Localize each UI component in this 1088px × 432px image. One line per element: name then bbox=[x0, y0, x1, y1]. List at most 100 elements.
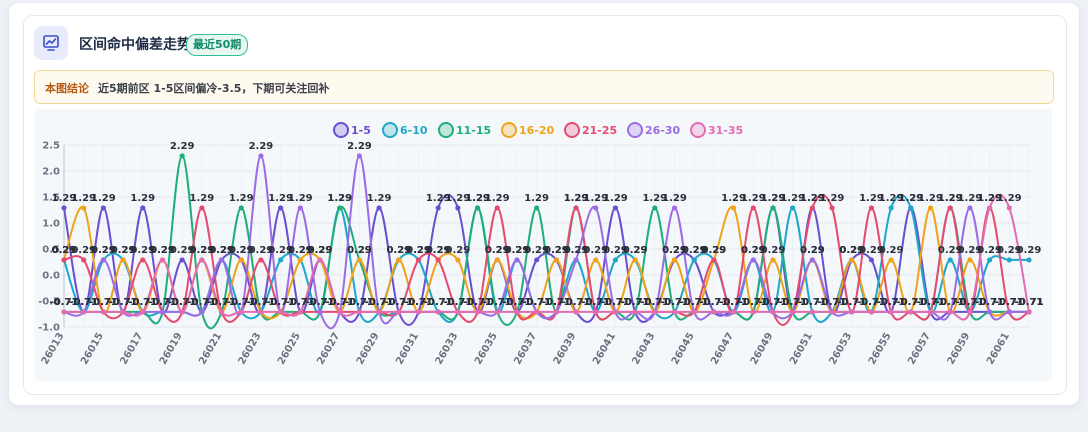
data-point[interactable] bbox=[415, 257, 422, 263]
data-point[interactable] bbox=[593, 309, 599, 315]
legend-item-21-25[interactable]: 21-25 bbox=[564, 122, 617, 138]
data-point[interactable] bbox=[376, 309, 382, 315]
data-point[interactable] bbox=[829, 205, 835, 211]
data-point[interactable] bbox=[140, 205, 146, 211]
data-point[interactable] bbox=[750, 309, 756, 315]
data-point[interactable] bbox=[730, 309, 737, 315]
data-point[interactable] bbox=[671, 205, 678, 211]
data-point[interactable] bbox=[947, 205, 953, 211]
data-point[interactable] bbox=[927, 205, 934, 211]
data-point[interactable] bbox=[750, 205, 756, 211]
data-point[interactable] bbox=[593, 205, 599, 211]
data-point[interactable] bbox=[474, 205, 481, 211]
data-point[interactable] bbox=[967, 309, 973, 315]
data-point[interactable] bbox=[278, 257, 284, 263]
data-point[interactable] bbox=[671, 309, 678, 315]
data-point[interactable] bbox=[238, 309, 244, 315]
data-point[interactable] bbox=[140, 257, 146, 263]
data-point[interactable] bbox=[711, 309, 717, 315]
data-point[interactable] bbox=[100, 257, 106, 263]
data-point[interactable] bbox=[100, 309, 106, 315]
data-point[interactable] bbox=[652, 205, 658, 211]
data-point[interactable] bbox=[770, 309, 776, 315]
data-point[interactable] bbox=[455, 257, 461, 263]
data-point[interactable] bbox=[435, 205, 441, 211]
data-point[interactable] bbox=[356, 309, 363, 315]
data-point[interactable] bbox=[1026, 309, 1032, 315]
data-point[interactable] bbox=[337, 205, 343, 211]
data-point[interactable] bbox=[199, 309, 205, 315]
data-point[interactable] bbox=[238, 205, 244, 211]
data-point[interactable] bbox=[809, 257, 815, 263]
data-point[interactable] bbox=[455, 309, 461, 315]
data-point[interactable] bbox=[81, 309, 87, 315]
data-point[interactable] bbox=[514, 309, 520, 315]
data-point[interactable] bbox=[868, 205, 875, 211]
data-point[interactable] bbox=[632, 309, 638, 315]
data-point[interactable] bbox=[1006, 309, 1012, 315]
data-point[interactable] bbox=[297, 257, 303, 263]
data-point[interactable] bbox=[179, 153, 185, 159]
data-point[interactable] bbox=[573, 257, 579, 263]
data-point[interactable] bbox=[179, 257, 185, 263]
data-point[interactable] bbox=[593, 257, 599, 263]
data-point[interactable] bbox=[278, 309, 284, 315]
data-point[interactable] bbox=[967, 205, 973, 211]
data-point[interactable] bbox=[947, 257, 953, 263]
data-point[interactable] bbox=[337, 309, 343, 315]
legend-item-16-20[interactable]: 16-20 bbox=[501, 122, 555, 138]
data-point[interactable] bbox=[199, 257, 205, 263]
data-point[interactable] bbox=[81, 257, 87, 263]
data-point[interactable] bbox=[356, 257, 363, 263]
data-point[interactable] bbox=[376, 205, 382, 211]
data-point[interactable] bbox=[61, 257, 67, 263]
data-point[interactable] bbox=[947, 309, 953, 315]
data-point[interactable] bbox=[474, 309, 481, 315]
data-point[interactable] bbox=[278, 205, 284, 211]
data-point[interactable] bbox=[888, 309, 894, 315]
legend-item-6-10[interactable]: 6-10 bbox=[382, 122, 428, 138]
data-point[interactable] bbox=[199, 205, 205, 211]
legend-item-31-35[interactable]: 31-35 bbox=[690, 122, 743, 138]
data-point[interactable] bbox=[1006, 257, 1012, 263]
data-point[interactable] bbox=[868, 257, 875, 263]
data-point[interactable] bbox=[297, 205, 303, 211]
data-point[interactable] bbox=[218, 309, 225, 315]
data-point[interactable] bbox=[534, 309, 540, 315]
data-point[interactable] bbox=[849, 257, 855, 263]
data-point[interactable] bbox=[258, 309, 264, 315]
data-point[interactable] bbox=[691, 257, 697, 263]
data-point[interactable] bbox=[987, 257, 993, 263]
data-point[interactable] bbox=[435, 257, 441, 263]
data-point[interactable] bbox=[612, 257, 619, 263]
data-point[interactable] bbox=[534, 205, 540, 211]
data-point[interactable] bbox=[100, 205, 106, 211]
data-point[interactable] bbox=[671, 257, 678, 263]
data-point[interactable] bbox=[1026, 257, 1032, 263]
data-point[interactable] bbox=[61, 205, 67, 211]
data-point[interactable] bbox=[691, 309, 697, 315]
data-point[interactable] bbox=[81, 205, 87, 211]
data-point[interactable] bbox=[770, 257, 776, 263]
data-point[interactable] bbox=[612, 205, 619, 211]
data-point[interactable] bbox=[317, 309, 323, 315]
data-point[interactable] bbox=[218, 257, 225, 263]
data-point[interactable] bbox=[790, 309, 796, 315]
data-point[interactable] bbox=[494, 309, 500, 315]
data-point[interactable] bbox=[967, 257, 973, 263]
data-point[interactable] bbox=[435, 309, 441, 315]
data-point[interactable] bbox=[750, 257, 756, 263]
legend-item-26-30[interactable]: 26-30 bbox=[627, 122, 681, 138]
legend-item-11-15[interactable]: 11-15 bbox=[438, 122, 491, 138]
data-point[interactable] bbox=[494, 205, 500, 211]
data-point[interactable] bbox=[868, 309, 875, 315]
data-point[interactable] bbox=[730, 205, 737, 211]
data-point[interactable] bbox=[573, 309, 579, 315]
data-point[interactable] bbox=[632, 257, 638, 263]
data-point[interactable] bbox=[927, 309, 934, 315]
data-point[interactable] bbox=[159, 309, 166, 315]
data-point[interactable] bbox=[140, 309, 146, 315]
data-point[interactable] bbox=[455, 205, 461, 211]
data-point[interactable] bbox=[297, 309, 303, 315]
data-point[interactable] bbox=[415, 309, 422, 315]
